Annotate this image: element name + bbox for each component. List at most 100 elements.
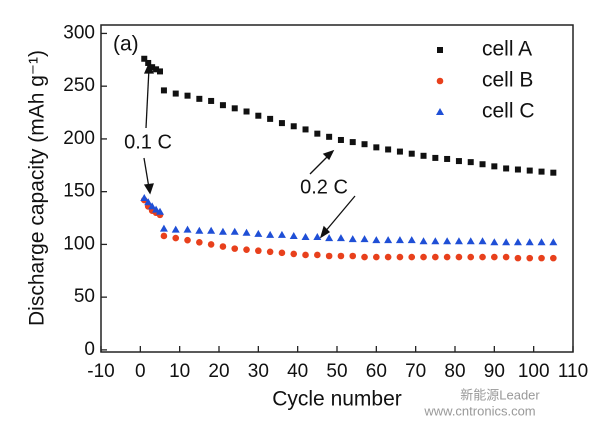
legend-marker bbox=[436, 77, 444, 85]
legend-marker bbox=[436, 108, 444, 115]
marker bbox=[289, 231, 298, 239]
marker bbox=[326, 133, 333, 140]
y-axis-label: Discharge capacity (mAh g⁻¹) bbox=[26, 50, 49, 326]
marker bbox=[373, 253, 380, 261]
marker bbox=[314, 130, 321, 137]
y-tick-label: 200 bbox=[63, 128, 95, 149]
panel-label: (a) bbox=[113, 33, 139, 56]
marker bbox=[325, 252, 333, 260]
marker bbox=[313, 233, 322, 241]
marker bbox=[349, 252, 357, 260]
legend-label: cell C bbox=[482, 100, 535, 123]
marker bbox=[153, 66, 160, 73]
marker bbox=[525, 238, 534, 246]
marker bbox=[218, 227, 227, 235]
y-tick-label: 250 bbox=[63, 75, 95, 96]
marker bbox=[156, 207, 164, 215]
x-tick-label: 100 bbox=[518, 361, 550, 382]
marker bbox=[171, 225, 180, 233]
x-axis-label: Cycle number bbox=[272, 388, 402, 411]
marker bbox=[538, 254, 545, 262]
x-tick-label: 50 bbox=[326, 361, 347, 382]
x-tick-label: 60 bbox=[366, 361, 387, 382]
marker bbox=[314, 251, 321, 259]
marker bbox=[490, 238, 499, 246]
marker bbox=[514, 254, 522, 262]
marker bbox=[467, 253, 475, 261]
marker bbox=[208, 97, 215, 104]
x-tick-label: 70 bbox=[405, 361, 426, 382]
marker bbox=[337, 252, 345, 260]
marker bbox=[549, 238, 558, 246]
marker bbox=[491, 253, 498, 261]
x-tick-label: 20 bbox=[208, 361, 229, 382]
marker bbox=[491, 163, 498, 170]
watermark: 新能源Leader bbox=[460, 387, 540, 402]
y-tick-label: 50 bbox=[74, 286, 95, 307]
y-tick-label: 300 bbox=[63, 22, 95, 43]
marker bbox=[443, 253, 451, 261]
marker bbox=[140, 193, 149, 201]
marker bbox=[196, 95, 203, 102]
legend-marker bbox=[437, 47, 443, 53]
marker bbox=[267, 115, 274, 122]
marker bbox=[538, 168, 545, 175]
marker bbox=[148, 202, 157, 210]
marker bbox=[157, 68, 163, 75]
marker bbox=[419, 237, 428, 245]
marker bbox=[302, 126, 309, 133]
marker bbox=[277, 230, 286, 238]
marker bbox=[290, 250, 298, 258]
marker bbox=[526, 167, 533, 174]
marker bbox=[184, 92, 191, 99]
legend-label: cell A bbox=[482, 38, 532, 61]
marker bbox=[160, 87, 167, 94]
marker bbox=[408, 150, 415, 157]
marker bbox=[361, 253, 368, 261]
marker bbox=[302, 251, 309, 259]
marker bbox=[502, 253, 510, 261]
marker bbox=[537, 238, 546, 246]
marker bbox=[325, 234, 334, 242]
marker bbox=[455, 158, 462, 165]
marker bbox=[144, 198, 153, 206]
marker bbox=[372, 236, 381, 244]
marker bbox=[243, 108, 250, 115]
marker bbox=[373, 144, 380, 151]
marker bbox=[407, 236, 416, 244]
marker bbox=[384, 236, 393, 244]
marker bbox=[278, 120, 285, 127]
marker bbox=[467, 159, 474, 166]
marker bbox=[513, 238, 522, 246]
marker bbox=[454, 237, 463, 245]
marker bbox=[455, 253, 463, 261]
marker bbox=[431, 237, 440, 245]
marker bbox=[290, 123, 297, 130]
marker bbox=[336, 234, 345, 242]
x-tick-label: -10 bbox=[87, 361, 114, 382]
marker bbox=[396, 148, 403, 155]
marker bbox=[396, 253, 404, 261]
marker bbox=[384, 253, 392, 261]
marker bbox=[444, 155, 451, 162]
marker bbox=[550, 169, 557, 176]
x-tick-label: 30 bbox=[248, 361, 269, 382]
marker bbox=[479, 161, 486, 168]
marker bbox=[172, 90, 179, 97]
x-tick-label: 90 bbox=[484, 361, 505, 382]
marker bbox=[360, 235, 369, 243]
marker bbox=[219, 102, 226, 109]
marker bbox=[255, 247, 262, 255]
marker bbox=[207, 241, 215, 248]
legend-label: cell B bbox=[482, 69, 533, 92]
x-tick-label: 10 bbox=[169, 361, 190, 382]
marker bbox=[231, 105, 238, 112]
marker bbox=[242, 228, 251, 236]
marker bbox=[408, 253, 416, 261]
marker bbox=[196, 238, 203, 246]
marker bbox=[420, 152, 427, 159]
marker bbox=[514, 166, 521, 173]
y-tick-label: 0 bbox=[84, 339, 95, 360]
marker bbox=[219, 243, 227, 250]
